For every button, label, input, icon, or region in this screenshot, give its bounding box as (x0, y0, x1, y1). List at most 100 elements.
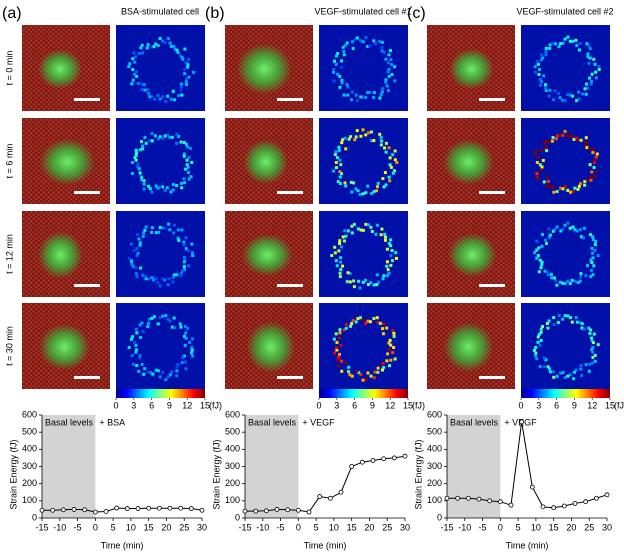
strain-pixel (566, 221, 570, 225)
strain-pixel (190, 348, 194, 352)
strain-pixel (386, 70, 390, 74)
x-tick-label: -15 (35, 522, 48, 532)
data-point (274, 507, 280, 512)
strain-pixel (393, 357, 397, 361)
strain-pixel (554, 279, 558, 283)
cell-fluorescence (448, 233, 497, 277)
strain-pixel (170, 325, 174, 329)
strain-pixel (341, 45, 345, 49)
strain-pixel (557, 314, 561, 318)
strain-pixel (171, 280, 175, 284)
strain-pixel (573, 370, 577, 374)
strain-pixel (586, 52, 590, 56)
strain-pixel (129, 337, 133, 341)
strain-pixel (586, 55, 590, 59)
strain-pixel (186, 165, 190, 169)
strain-pixel (533, 65, 537, 69)
strain-pixel (539, 168, 543, 172)
strain-pixel (184, 331, 188, 335)
data-point (402, 453, 408, 459)
strain-pixel (387, 175, 391, 179)
strain-pixel (573, 228, 577, 232)
strain-pixel (339, 260, 343, 264)
strain-pixel (536, 335, 540, 339)
strain-pixel (138, 241, 142, 245)
cell-fluorescence (38, 231, 83, 279)
strain-pixel (590, 170, 594, 174)
strain-pixel (382, 322, 386, 326)
strain-pixel (572, 377, 576, 381)
strain-pixel (544, 139, 548, 143)
strain-pixel (376, 181, 380, 185)
strain-pixel (137, 237, 141, 241)
strain-pixel (548, 46, 552, 50)
strain-pixel (547, 94, 551, 98)
strain-pixel (143, 367, 147, 371)
row-label: t = 12 min (4, 234, 14, 274)
strain-pixel (590, 348, 594, 352)
strain-pixel (394, 256, 398, 260)
strain-pixel (338, 239, 342, 243)
scale-bar (74, 376, 100, 379)
strain-pixel (589, 82, 593, 86)
strain-pixel (338, 85, 342, 89)
strain-pixel (180, 271, 184, 275)
strain-pixel (554, 137, 558, 141)
strain-pixel (338, 328, 342, 332)
row-label: t = 6 min (4, 144, 14, 179)
data-point (381, 456, 387, 462)
strain-pixel (372, 317, 376, 321)
x-tick-label: 30 (197, 522, 207, 532)
strain-pixel (385, 260, 389, 264)
strain-pixel (187, 75, 191, 79)
strain-pixel (375, 223, 379, 227)
strain-pixel (369, 281, 373, 285)
strain-pixel (561, 281, 565, 285)
scale-bar (479, 191, 505, 194)
colorbar-tick-label: 12 (587, 400, 597, 410)
data-point (295, 507, 301, 513)
row-label: t = 30 min (4, 326, 14, 366)
strain-pixel (535, 59, 539, 63)
strain-pixel (563, 223, 567, 227)
cell-fluorescence (246, 321, 296, 373)
strain-pixel (591, 251, 595, 255)
data-point (317, 494, 323, 499)
strain-pixel (154, 368, 158, 372)
data-point (359, 459, 365, 465)
strain-pixel (540, 260, 544, 264)
strain-pixel (149, 371, 153, 375)
strain-pixel (379, 135, 383, 139)
data-point (391, 455, 397, 461)
strain-pixel (161, 371, 165, 375)
strain-pixel (595, 169, 599, 173)
strain-pixel (542, 74, 546, 78)
strain-pixel (378, 96, 382, 100)
strain-pixel (588, 47, 592, 51)
strain-pixel (343, 181, 347, 185)
strain-pixel (543, 141, 547, 145)
strain-pixel (389, 254, 393, 257)
strain-pixel (579, 364, 583, 368)
strain-pixel (167, 277, 171, 281)
strain-pixel (340, 369, 344, 373)
strain-pixel (179, 85, 183, 89)
strain-pixel (364, 191, 368, 195)
strain-pixel (580, 322, 584, 326)
strain-pixel (152, 315, 156, 319)
strain-pixel (166, 94, 170, 98)
strain-pixel (538, 343, 542, 347)
colorbar-unit: (fJ) (209, 400, 222, 410)
strain-pixel (553, 89, 557, 93)
strain-pixel (187, 57, 191, 61)
strain-pixel (592, 161, 596, 164)
strain-pixel (156, 44, 160, 48)
strain-pixel (332, 79, 336, 83)
data-point (50, 507, 56, 513)
strain-pixel (135, 275, 139, 279)
strain-pixel (143, 88, 147, 92)
strain-pixel (138, 171, 142, 175)
strain-pixel (184, 247, 188, 251)
strain-pixel (133, 60, 137, 64)
x-tick-label: 25 (179, 522, 189, 532)
